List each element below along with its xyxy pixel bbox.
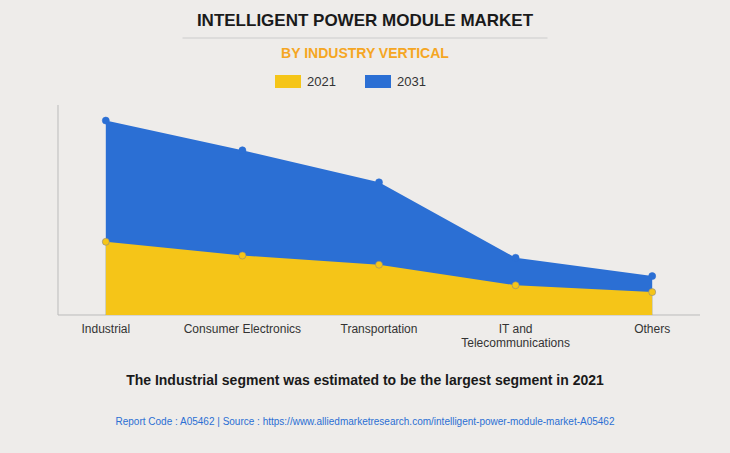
marker [239, 147, 246, 154]
marker [649, 273, 656, 280]
x-tick-line: IT and [499, 322, 533, 336]
x-tick-label: Consumer Electronics [184, 322, 301, 336]
marker [376, 179, 383, 186]
x-tick-label: IT andTelecommunications [461, 322, 570, 350]
legend-swatch [275, 75, 301, 88]
plot [102, 117, 655, 315]
marker [512, 282, 519, 289]
marker [102, 117, 109, 124]
divider [183, 38, 548, 39]
subtitle: BY INDUSTRY VERTICAL [281, 45, 449, 61]
legend-label: 2031 [397, 74, 426, 89]
annotation: The Industrial segment was estimated to … [126, 372, 604, 388]
legend-label: 2021 [307, 74, 336, 89]
marker [376, 261, 383, 268]
marker [239, 252, 246, 259]
marker [512, 254, 519, 261]
area [106, 242, 652, 315]
x-tick-label: Transportation [341, 322, 418, 336]
marker [102, 238, 109, 245]
background [0, 0, 730, 453]
annotation: Report Code : A05462 | Source : https://… [116, 416, 615, 427]
legend-swatch [365, 75, 391, 88]
x-tick-label: Others [634, 322, 670, 336]
marker [649, 289, 656, 296]
y-axis-line [58, 105, 59, 315]
title: INTELLIGENT POWER MODULE MARKET [197, 11, 534, 30]
x-tick-label: Industrial [81, 322, 130, 336]
x-tick-line: Industrial [81, 322, 130, 336]
x-tick-line: Telecommunications [461, 336, 570, 350]
x-tick-line: Others [634, 322, 670, 336]
chart: INTELLIGENT POWER MODULE MARKET BY INDUST… [0, 0, 730, 453]
area [106, 121, 652, 315]
x-tick-line: Consumer Electronics [184, 322, 301, 336]
x-tick-line: Transportation [341, 322, 418, 336]
